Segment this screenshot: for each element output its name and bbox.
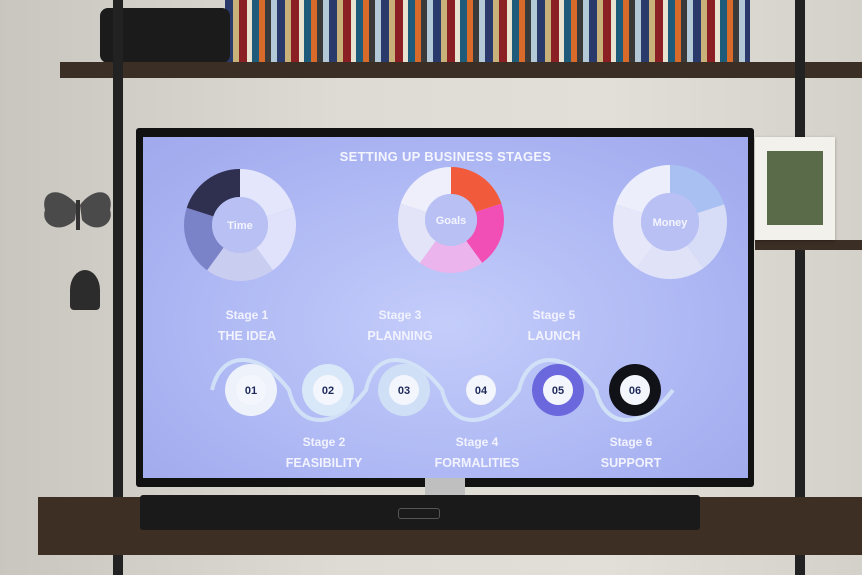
donut-segment xyxy=(256,207,296,271)
stage-center xyxy=(467,376,495,404)
donut-segment xyxy=(466,203,505,263)
stage-marker-02: 02 xyxy=(302,364,354,416)
stage-marker-06: 06 xyxy=(609,364,661,416)
donut-segment xyxy=(400,167,451,212)
soundbar-display xyxy=(398,508,440,519)
tv-stand xyxy=(425,478,465,498)
donut-goals: Goals xyxy=(398,167,505,273)
stage-label: Stage 2 xyxy=(302,435,346,449)
donut-label: Time xyxy=(227,220,252,232)
photo-frame xyxy=(755,137,835,240)
books-row xyxy=(225,0,750,64)
stage-center xyxy=(236,375,266,405)
top-shelf xyxy=(60,62,862,78)
donut-segment xyxy=(184,207,224,271)
infographic: Time Goals Money 01 02 03 04 05 06 xyxy=(184,165,727,422)
stage-center xyxy=(543,375,573,405)
donut-segment xyxy=(186,169,240,217)
stage-label: Stage 5 xyxy=(532,308,576,322)
stage-number: 06 xyxy=(629,385,641,397)
side-shelf xyxy=(755,240,862,250)
donut-segment xyxy=(398,203,436,263)
donut-segment xyxy=(613,204,653,269)
donut-segment xyxy=(615,165,670,214)
donut-money: Money xyxy=(613,165,727,279)
stage-name: LAUNCH xyxy=(527,329,581,343)
donut-label: Money xyxy=(653,217,689,229)
stage-label: Stage 3 xyxy=(378,308,422,322)
stage-name: THE IDEA xyxy=(217,329,277,343)
stage-marker-03: 03 xyxy=(378,364,430,416)
shelf-pole-left xyxy=(113,0,123,575)
stage-wave-path xyxy=(210,358,675,422)
donut-label: Goals xyxy=(436,215,467,227)
stage-name: PLANNING xyxy=(367,329,433,343)
shelf-pole-right xyxy=(795,0,805,575)
slide-title: SETTING UP BUSINESS STAGES xyxy=(339,149,552,164)
stage-number: 03 xyxy=(398,385,410,397)
butterfly-chime-icon xyxy=(44,192,111,230)
donut-time: Time xyxy=(184,169,296,281)
stage-number: 04 xyxy=(475,385,488,397)
tv-screen: SETTING UP BUSINESS STAGES Time Goals Mone… xyxy=(143,137,748,478)
donut-hole xyxy=(212,197,268,253)
donut-segment xyxy=(207,247,273,281)
stage-marker-01: 01 xyxy=(225,364,277,416)
stage-number: 05 xyxy=(552,385,564,397)
donut-segment xyxy=(687,204,727,269)
donut-segment xyxy=(240,169,294,217)
soundbar xyxy=(140,495,700,530)
donut-segment xyxy=(451,167,502,212)
stage-label: Stage 6 xyxy=(609,435,653,449)
stage-label: Stage 4 xyxy=(455,435,499,449)
stage-center xyxy=(313,375,343,405)
donut-segment xyxy=(670,165,725,214)
stage-name: SUPPORT xyxy=(600,456,662,470)
bell xyxy=(70,270,100,310)
stage-center xyxy=(620,375,650,405)
stage-number: 02 xyxy=(322,385,334,397)
stage-marker-05: 05 xyxy=(532,364,584,416)
donut-segment xyxy=(419,241,483,273)
stage-name: FORMALITIES xyxy=(434,456,520,470)
stage-name: FEASIBILITY xyxy=(285,456,363,470)
stage-label: Stage 1 xyxy=(225,308,269,322)
stage-center xyxy=(389,375,419,405)
donut-segment xyxy=(636,245,704,279)
donut-hole xyxy=(425,194,477,246)
stage-number: 01 xyxy=(245,385,257,397)
donut-hole xyxy=(641,193,699,251)
photo xyxy=(767,151,823,225)
stage-marker-04: 04 xyxy=(466,375,496,405)
